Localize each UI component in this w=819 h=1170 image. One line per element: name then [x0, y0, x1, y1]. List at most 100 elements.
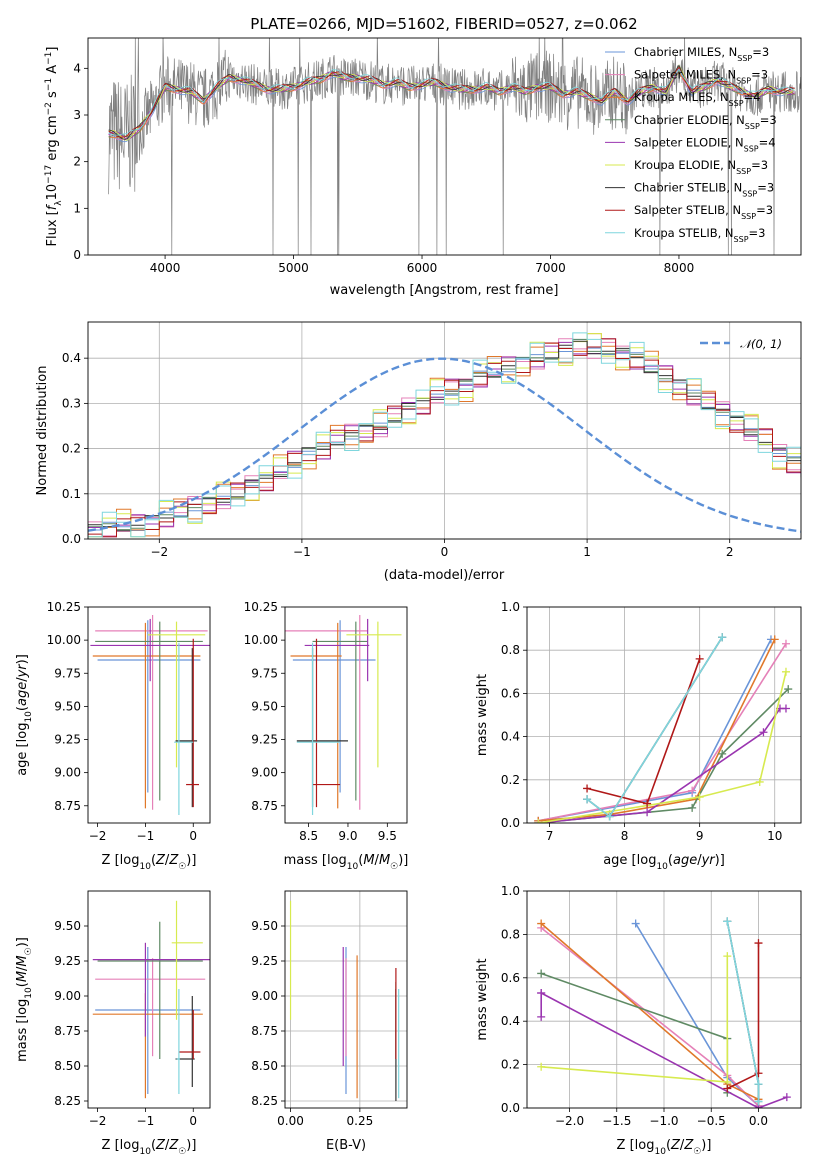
x-tick-label: 9.5	[378, 829, 397, 843]
y-tick-label: 9.75	[251, 666, 278, 680]
legend-label: Kroupa STELIB, NSSP=3	[634, 226, 765, 244]
y-tick-label: 8.25	[54, 1094, 81, 1108]
mass-weight-marker	[723, 1084, 732, 1093]
mass-weight-marker	[754, 939, 763, 948]
x-tick-label: 0.00	[277, 1114, 304, 1128]
panel-age-vs-Z: −2 −1 0 8.75 9.00 9.25 9.50 9.75 10.00 10.25 Z [lo…	[15, 600, 211, 872]
x-tick-label: 8	[621, 829, 629, 843]
y-tick-label: 8.75	[54, 799, 81, 813]
mass-weight-marker	[755, 777, 764, 786]
x-tick-label: −1.0	[649, 1114, 678, 1128]
y-tick-label: 3	[73, 108, 81, 122]
model-spectrum-line	[108, 64, 795, 140]
mass-weight-marker	[782, 1093, 791, 1102]
y-axis-label: mass [log10(M/M☉)]	[15, 937, 34, 1062]
x-tick-label: 0	[441, 545, 449, 559]
mass-weight-marker	[605, 812, 614, 821]
y-tick-label: 9.75	[54, 666, 81, 680]
y-axis-label: age [log10(age/yr)]	[15, 654, 34, 776]
panel-mass-vs-EBV: 0.00 0.25 8.25 8.50 8.75 9.00 9.25 9.50 E(B-V)	[251, 890, 408, 1153]
y-tick-label: 0.4	[62, 351, 81, 365]
x-tick-label: 7	[546, 829, 554, 843]
x-tick-label: 7000	[535, 261, 566, 275]
x-tick-label: −2.0	[555, 1114, 584, 1128]
y-tick-label: 8.50	[251, 1059, 278, 1073]
mass-weight-marker	[583, 795, 592, 804]
panel-mass-vs-Z: −2 −1 0 8.25 8.50 8.75 9.00 9.25 9.50 Z [log10(Z/…	[15, 890, 211, 1157]
y-tick-label: 9.50	[251, 699, 278, 713]
mass-weight-marker	[754, 1097, 763, 1106]
mass-weight-marker	[537, 969, 546, 978]
legend-label: Salpeter MILES, NSSP=3	[634, 68, 768, 86]
plot-area-weight-vs-age	[534, 633, 793, 823]
model-spectrum-line	[108, 66, 795, 138]
plot-area-mass-vs-Z	[92, 900, 210, 1099]
plot-area-age-vs-Z	[90, 614, 210, 816]
y-tick-label: 0.6	[501, 971, 520, 985]
y-tick-label: 9.50	[54, 919, 81, 933]
legend-label: 𝒩(0, 1)	[740, 337, 782, 351]
x-tick-label: 10	[767, 829, 782, 843]
y-tick-label: 0.2	[501, 773, 520, 787]
spectrum-legend: Chabrier MILES, NSSP=3 Salpeter MILES, NS…	[605, 45, 777, 243]
axes-frame	[526, 606, 802, 824]
y-tick-label: 0.6	[501, 686, 520, 700]
normal-curve-line	[88, 357, 801, 533]
plot-area-age-vs-mass	[285, 614, 402, 816]
y-tick-label: 1.0	[501, 600, 520, 614]
x-axis-label: age [log10(age/yr)]	[603, 853, 725, 872]
y-tick-label: 0.0	[501, 816, 520, 830]
panel-age-vs-mass: 8.5 9.0 9.5 8.75 9.00 9.25 9.50 9.75 10.00 10.25 m…	[244, 600, 409, 872]
y-axis-label: Flux [fλ10−17 erg cm−2 s−1 A−1]	[44, 47, 64, 247]
axes-frame	[87, 606, 211, 824]
y-tick-label: 9.50	[251, 919, 278, 933]
x-tick-label: 5000	[278, 261, 309, 275]
mass-weight-marker	[583, 784, 592, 793]
y-tick-label: 10.00	[244, 633, 278, 647]
y-tick-label: 10.00	[47, 633, 81, 647]
mass-weight-marker	[537, 988, 546, 997]
mass-weight-marker	[754, 1080, 763, 1089]
y-tick-label: 1	[73, 201, 81, 215]
mass-weight-line	[538, 639, 772, 822]
x-axis-label: (data-model)/error	[384, 568, 505, 583]
plot-area-mass-vs-EBV	[289, 900, 400, 1101]
y-tick-label: 4	[73, 61, 81, 75]
mass-weight-line	[541, 956, 729, 1083]
mass-weight-marker	[718, 633, 727, 642]
legend-label: Kroupa ELODIE, NSSP=3	[634, 158, 768, 176]
legend-label: Chabrier MILES, NSSP=3	[634, 45, 769, 63]
x-tick-label: 4000	[150, 261, 181, 275]
mass-weight-marker	[695, 654, 704, 663]
figure-title: PLATE=0266, MJD=51602, FIBERID=0527, z=0…	[250, 15, 637, 33]
y-tick-label: 0.2	[62, 442, 81, 456]
x-tick-label: 0	[189, 829, 197, 843]
mass-weight-marker	[537, 1012, 546, 1021]
axes-frame	[284, 890, 408, 1109]
residual-histogram-step	[88, 340, 801, 539]
model-spectrum-line	[108, 71, 795, 138]
x-tick-label: 8.5	[299, 829, 318, 843]
mass-weight-marker	[534, 819, 543, 823]
y-tick-label: 9.25	[251, 954, 278, 968]
grid-weight-vs-age	[527, 606, 801, 824]
y-tick-label: 0.4	[501, 730, 520, 744]
x-tick-label: −1	[137, 829, 155, 843]
mass-weight-marker	[759, 728, 768, 737]
x-tick-label: −2	[89, 1114, 107, 1128]
x-tick-label: 9	[696, 829, 704, 843]
model-spectrum-line	[108, 68, 795, 136]
x-tick-label: −2	[89, 829, 107, 843]
panel-spectrum: 4000 5000 6000 7000 8000 0 1 2 3 4 Chabrier MILES,…	[44, 37, 802, 298]
x-tick-label: 9.0	[338, 829, 357, 843]
x-axis-label: mass [log10(M/M☉)]	[284, 853, 409, 872]
y-tick-label: 0.8	[501, 927, 520, 941]
x-axis-label: Z [log10(Z/Z☉)]	[102, 1138, 197, 1157]
y-tick-label: 0	[73, 248, 81, 262]
x-tick-label: −1.5	[602, 1114, 631, 1128]
x-tick-label: 8000	[664, 261, 695, 275]
plot-area-spectrum	[108, 38, 801, 255]
y-tick-label: 9.25	[54, 733, 81, 747]
x-tick-label: 1	[583, 545, 591, 559]
